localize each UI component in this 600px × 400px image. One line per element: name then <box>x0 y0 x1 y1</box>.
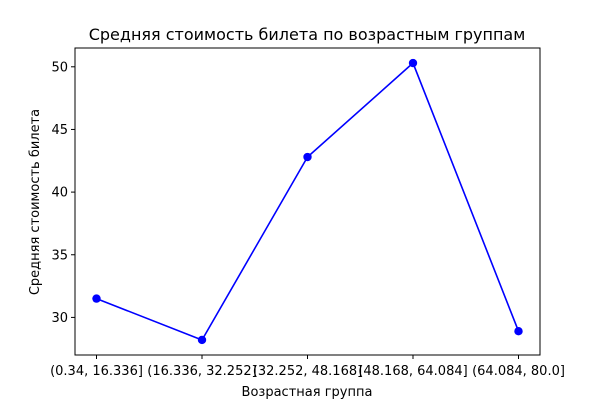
data-point <box>514 326 523 336</box>
data-point <box>408 58 418 68</box>
data-point <box>92 294 101 303</box>
plot-area-frame <box>74 47 541 356</box>
series-line <box>96 61 520 341</box>
y-tick-label: 40 <box>51 186 68 201</box>
y-tick-label: 45 <box>51 123 68 138</box>
x-tick-label: (0.34, 16.336] <box>50 364 143 379</box>
data-point <box>197 335 207 345</box>
y-tick-label: 50 <box>51 60 68 75</box>
data-point <box>303 152 312 162</box>
y-tick-label: 30 <box>51 311 68 326</box>
x-tick-label: (48.168, 64.084] <box>358 364 467 379</box>
y-axis-label: Средняя стоимость билета <box>28 109 43 295</box>
x-axis-label: Возрастная группа <box>242 385 373 400</box>
y-tick-label: 35 <box>51 248 68 263</box>
y-axis-ticks: 30 35 40 45 50 <box>51 60 75 326</box>
x-tick-label: (16.336, 32.252] <box>147 364 256 379</box>
x-axis-ticks: (0.34, 16.336] (16.336, 32.252](32.252, 4… <box>50 355 565 379</box>
chart-title: Средняя стоимость билета по возрастным г… <box>89 25 526 44</box>
x-tick-label: (32.252, 48.168] <box>253 364 362 379</box>
x-tick-label: (64.084, 80.0] <box>472 364 565 379</box>
series-group <box>92 58 523 345</box>
